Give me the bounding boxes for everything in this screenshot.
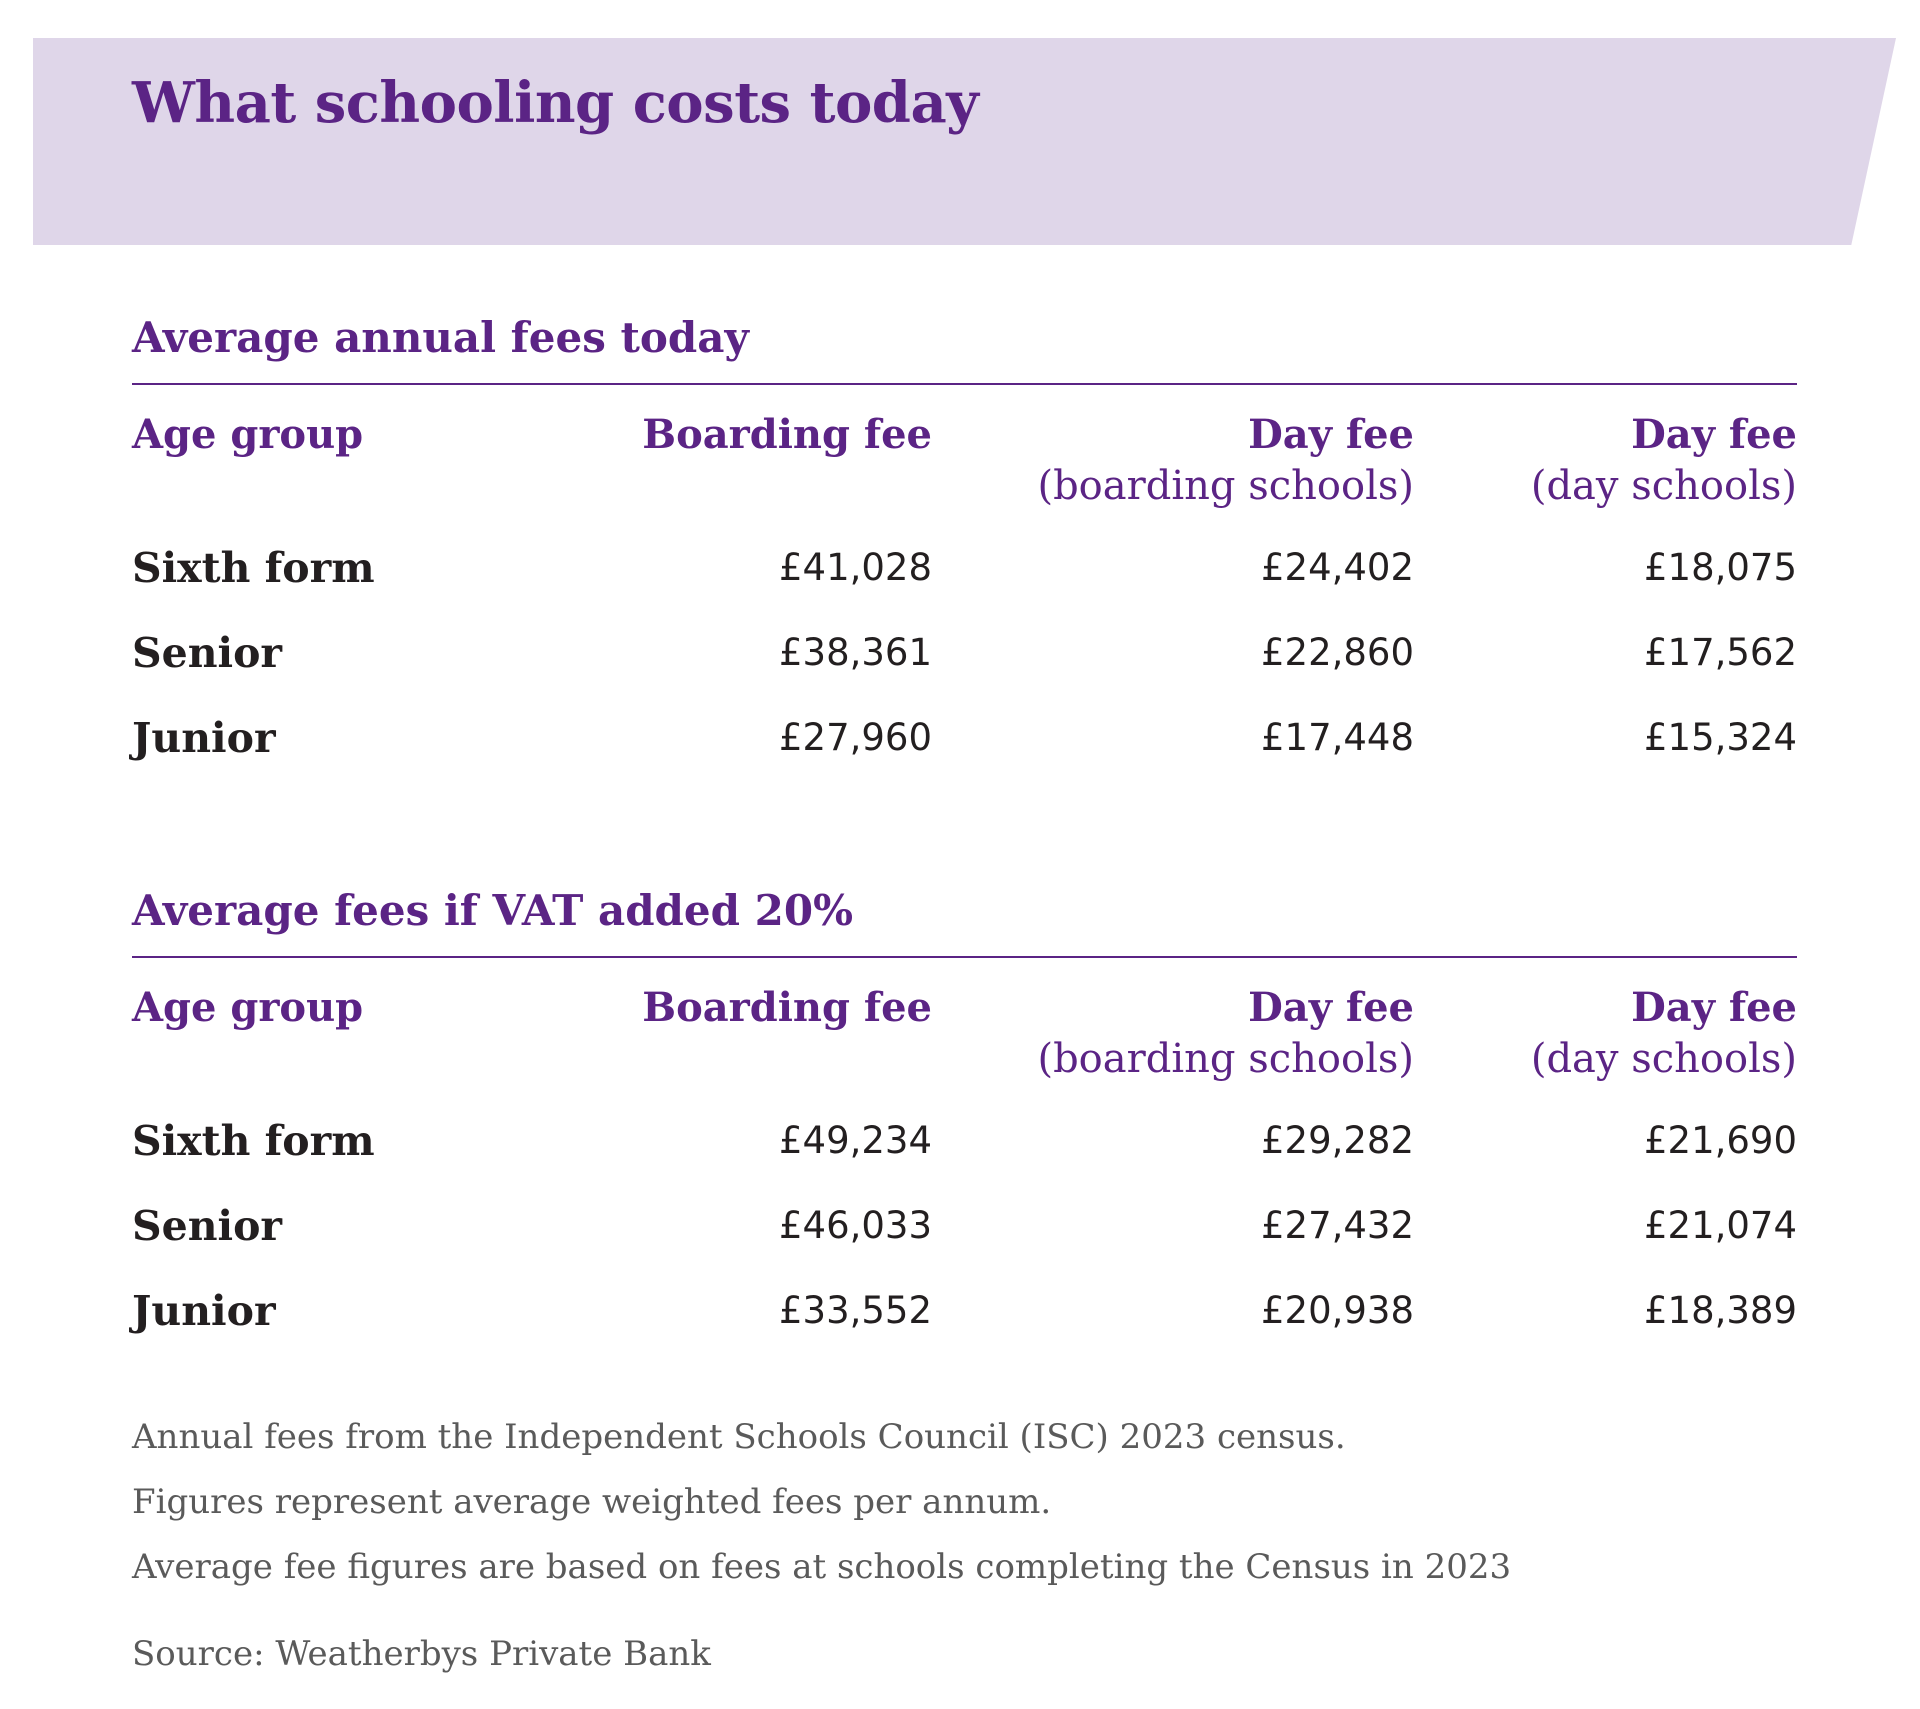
age-group-cell: Junior bbox=[132, 713, 276, 762]
day-fee-day-cell: £18,389 bbox=[1643, 1289, 1797, 1332]
header-day-fee-boarding-schools: Day fee (boarding schools) bbox=[932, 958, 1414, 1098]
header-day-fee-label: Day fee bbox=[1631, 984, 1797, 1031]
header-day-fee-label: Day fee bbox=[1248, 984, 1414, 1031]
header-day-fee-label: Day fee bbox=[1631, 411, 1797, 458]
day-fee-boarding-cell: £17,448 bbox=[1260, 716, 1414, 759]
source-credit: Source: Weatherbys Private Bank bbox=[132, 1634, 711, 1674]
header-day-fee-sublabel: (boarding schools) bbox=[1037, 463, 1414, 509]
header-day-fee-sublabel: (day schools) bbox=[1530, 1036, 1797, 1082]
section-title-current: Average annual fees today bbox=[132, 313, 749, 362]
header-day-fee-sublabel: (boarding schools) bbox=[1037, 1036, 1414, 1082]
page-title: What schooling costs today bbox=[132, 70, 979, 136]
header-boarding-fee: Boarding fee bbox=[642, 984, 932, 1031]
age-group-cell: Senior bbox=[132, 1201, 283, 1250]
footnote-line: Annual fees from the Independent Schools… bbox=[132, 1417, 1346, 1457]
day-fee-day-cell: £15,324 bbox=[1643, 716, 1797, 759]
header-day-fee-boarding-schools: Day fee (boarding schools) bbox=[932, 385, 1414, 525]
header-age-group: Age group bbox=[132, 411, 364, 458]
header-day-fee-day-schools: Day fee (day schools) bbox=[1414, 385, 1797, 525]
table-row: Sixth form £49,234 £29,282 £21,690 bbox=[132, 1098, 1797, 1183]
table-row: Senior £38,361 £22,860 £17,562 bbox=[132, 610, 1797, 695]
day-fee-day-cell: £17,562 bbox=[1643, 631, 1797, 674]
age-group-cell: Sixth form bbox=[132, 543, 375, 592]
current-fees-table: Age group Boarding fee Day fee (boarding… bbox=[132, 385, 1797, 780]
day-fee-day-cell: £21,690 bbox=[1643, 1119, 1797, 1162]
title-banner bbox=[33, 38, 1896, 245]
header-boarding-fee: Boarding fee bbox=[642, 411, 932, 458]
day-fee-boarding-cell: £20,938 bbox=[1260, 1289, 1414, 1332]
day-fee-day-cell: £18,075 bbox=[1643, 546, 1797, 589]
boarding-fee-cell: £46,033 bbox=[778, 1204, 932, 1247]
footnote-line: Average fee figures are based on fees at… bbox=[132, 1547, 1512, 1587]
boarding-fee-cell: £33,552 bbox=[778, 1289, 932, 1332]
current-fees-section: Average annual fees today Age group Boar… bbox=[132, 305, 1797, 780]
header-age-group: Age group bbox=[132, 984, 364, 1031]
age-group-cell: Sixth form bbox=[132, 1116, 375, 1165]
header-day-fee-sublabel: (day schools) bbox=[1530, 463, 1797, 509]
table-header-row: Age group Boarding fee Day fee (boarding… bbox=[132, 385, 1797, 525]
vat-fees-section: Average fees if VAT added 20% Age group … bbox=[132, 878, 1797, 1353]
boarding-fee-cell: £27,960 bbox=[778, 716, 932, 759]
footnote-line: Figures represent average weighted fees … bbox=[132, 1482, 1052, 1522]
table-row: Senior £46,033 £27,432 £21,074 bbox=[132, 1183, 1797, 1268]
day-fee-day-cell: £21,074 bbox=[1643, 1204, 1797, 1247]
day-fee-boarding-cell: £22,860 bbox=[1260, 631, 1414, 674]
section-divider bbox=[132, 383, 1797, 385]
day-fee-boarding-cell: £29,282 bbox=[1260, 1119, 1414, 1162]
age-group-cell: Senior bbox=[132, 628, 283, 677]
table-row: Junior £33,552 £20,938 £18,389 bbox=[132, 1268, 1797, 1353]
table-row: Sixth form £41,028 £24,402 £18,075 bbox=[132, 525, 1797, 610]
header-day-fee-day-schools: Day fee (day schools) bbox=[1414, 958, 1797, 1098]
boarding-fee-cell: £38,361 bbox=[778, 631, 932, 674]
table-row: Junior £27,960 £17,448 £15,324 bbox=[132, 695, 1797, 780]
header-day-fee-label: Day fee bbox=[1248, 411, 1414, 458]
boarding-fee-cell: £41,028 bbox=[778, 546, 932, 589]
vat-fees-table: Age group Boarding fee Day fee (boarding… bbox=[132, 958, 1797, 1353]
age-group-cell: Junior bbox=[132, 1286, 276, 1335]
section-divider bbox=[132, 956, 1797, 958]
section-title-vat: Average fees if VAT added 20% bbox=[132, 886, 853, 935]
day-fee-boarding-cell: £24,402 bbox=[1260, 546, 1414, 589]
boarding-fee-cell: £49,234 bbox=[778, 1119, 932, 1162]
table-header-row: Age group Boarding fee Day fee (boarding… bbox=[132, 958, 1797, 1098]
day-fee-boarding-cell: £27,432 bbox=[1260, 1204, 1414, 1247]
footnotes: Annual fees from the Independent Schools… bbox=[132, 1405, 1832, 1687]
